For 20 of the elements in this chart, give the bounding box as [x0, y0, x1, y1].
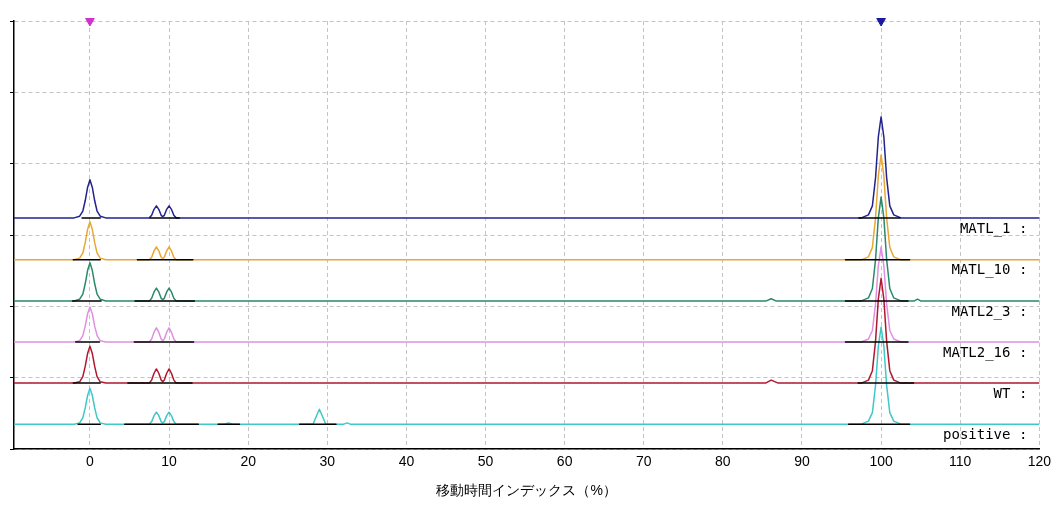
series-label: MATL_10 : [951, 261, 1028, 279]
x-tick-label: 70 [635, 453, 652, 470]
x-axis-title: 移動時間インデックス（%） [436, 482, 617, 499]
x-tick-label: 30 [319, 453, 336, 470]
x-tick-label: 120 [1027, 453, 1052, 470]
x-tick-label: 60 [556, 453, 573, 470]
x-tick-label: 100 [869, 453, 893, 470]
x-tick-label: 0 [86, 453, 95, 470]
x-tick-label: 40 [398, 453, 415, 470]
x-tick-label: 50 [477, 453, 494, 470]
series-label: MATL2_3 : [951, 302, 1028, 320]
x-tick-label: 80 [715, 453, 731, 470]
x-tick-label: 10 [161, 453, 178, 470]
series-label: positive : [943, 425, 1028, 442]
x-tick-label: 110 [949, 453, 972, 470]
x-tick-label: 90 [794, 453, 810, 470]
series-label: MATL_1 : [959, 219, 1028, 237]
series-label: WT : [993, 384, 1028, 401]
series-label: MATL2_16 : [943, 343, 1028, 361]
x-tick-label: 20 [240, 453, 257, 470]
